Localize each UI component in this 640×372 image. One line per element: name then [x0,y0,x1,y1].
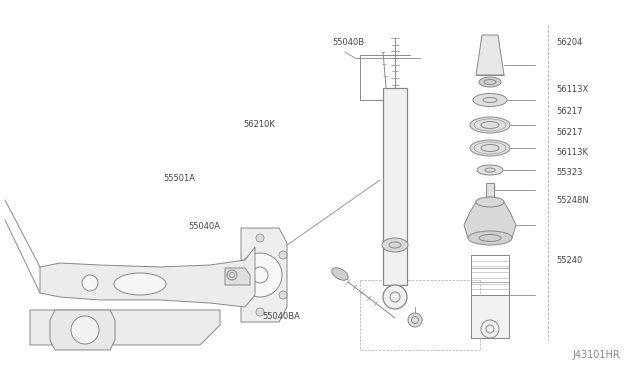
Text: 56217: 56217 [557,128,583,137]
Circle shape [481,320,499,338]
Text: 56210K: 56210K [243,120,275,129]
Polygon shape [50,310,115,350]
Text: 55323: 55323 [557,169,583,177]
Ellipse shape [114,273,166,295]
Polygon shape [476,35,504,75]
Ellipse shape [408,313,422,327]
Ellipse shape [479,77,501,87]
Ellipse shape [470,117,510,133]
Ellipse shape [227,270,237,280]
Circle shape [82,275,98,291]
Ellipse shape [382,238,408,252]
Polygon shape [30,310,220,345]
Ellipse shape [473,93,507,106]
Ellipse shape [477,165,503,175]
Circle shape [383,285,407,309]
Text: 55501A: 55501A [163,174,195,183]
Polygon shape [225,268,250,285]
Text: 55248N: 55248N [557,196,589,205]
Text: 56217: 56217 [557,107,583,116]
Ellipse shape [468,231,512,245]
Text: 56204: 56204 [557,38,583,47]
Ellipse shape [332,268,348,280]
Text: 55040A: 55040A [189,222,221,231]
Polygon shape [40,247,255,307]
Circle shape [238,253,282,297]
Circle shape [279,291,287,299]
Text: 56113X: 56113X [557,85,589,94]
Bar [471,295,509,338]
Polygon shape [464,202,516,238]
Ellipse shape [476,197,504,207]
Text: 56113K: 56113K [557,148,589,157]
Text: 55040BA: 55040BA [262,312,301,321]
Circle shape [256,308,264,316]
Circle shape [71,316,99,344]
Bar [383,88,407,285]
Ellipse shape [470,140,510,156]
Circle shape [279,251,287,259]
Bar [486,183,494,197]
Text: J43101HR: J43101HR [572,350,620,360]
Polygon shape [241,228,287,322]
Circle shape [256,234,264,242]
Text: 55040B: 55040B [333,38,365,47]
Text: 55240: 55240 [557,256,583,265]
Bar [471,255,509,338]
